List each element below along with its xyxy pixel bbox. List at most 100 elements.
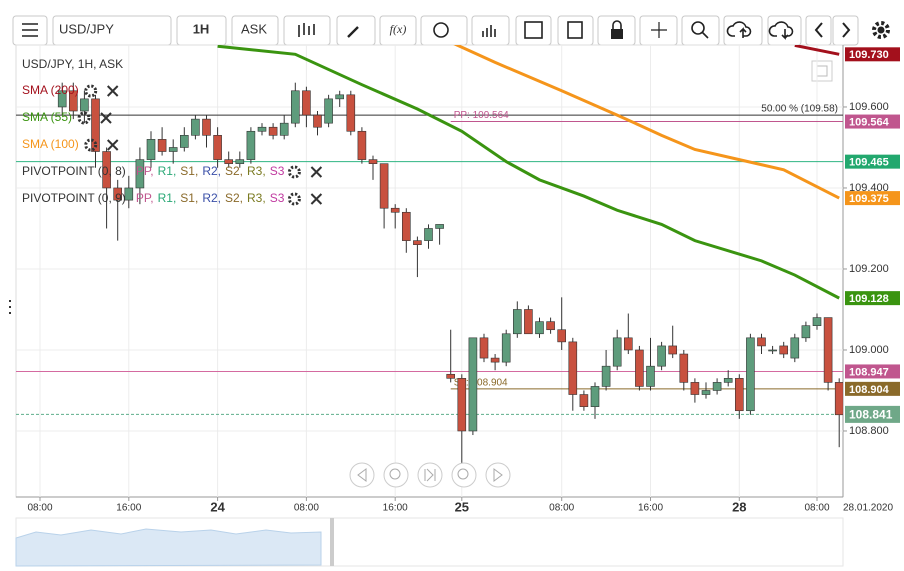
candle-body [790,337,800,359]
candle-body [424,228,433,241]
y-tick-label: 109.400 [849,182,889,194]
candle-body [302,90,311,116]
legend-entry: PIVOTPOINT (0, 9) [22,191,126,205]
forward-icon [842,22,851,38]
x-tick-label: 08:00 [549,503,574,514]
candle-body [335,94,345,100]
scroll-left[interactable] [349,462,375,488]
zoom-button[interactable] [681,15,720,46]
price-label: 108.904 [849,384,890,396]
candle-body [757,337,766,347]
reset[interactable] [417,462,443,488]
remove-icon[interactable] [100,112,112,124]
popout-button[interactable] [811,60,833,82]
candle-body [135,159,145,189]
x-tick-label: 25 [455,499,469,514]
candle-body [313,114,322,128]
candle-body [712,382,722,391]
scroll-right[interactable] [485,462,511,488]
report-button[interactable] [557,15,594,46]
calendar-button[interactable] [515,15,552,46]
candle-body [535,321,544,335]
level-label: 50.00 % (109.58) [761,104,838,115]
navigator-handle[interactable] [330,518,334,566]
candle-body [646,365,655,387]
pivot-line-name: R1, [158,191,177,205]
pivot-line-name: S1, [180,191,198,205]
settings-icon [877,26,885,34]
candle-body [679,353,689,383]
candle-body [590,386,600,407]
info-button[interactable] [420,15,468,46]
candle-body [368,159,378,164]
settings-icon[interactable] [287,165,301,179]
candle-body [746,337,755,412]
settings-icon[interactable] [84,138,98,152]
forward-button[interactable] [832,15,859,46]
x-tick-label: 08:00 [27,503,52,514]
candle-body [479,337,489,359]
candle-body [768,349,777,352]
candle-body [357,130,367,160]
remove-icon[interactable] [310,193,323,205]
level-label: PP: 109.564 [454,110,509,121]
candle-body [213,135,222,160]
chart-type-button[interactable] [283,15,331,46]
candle-body [379,163,389,209]
price-label: 109.128 [849,293,889,305]
sma-line [453,45,840,200]
download-icon [768,21,794,40]
candle-body [601,365,611,387]
zoom-out[interactable] [383,462,409,488]
price-label-box [845,191,900,206]
settings-icon[interactable] [77,111,91,125]
x-tick-label: 16:00 [383,503,408,514]
candle-body [779,345,789,355]
remove-icon[interactable] [310,166,323,178]
zoom-handle [701,31,709,39]
candle-body [57,90,67,108]
candle-body [168,147,178,152]
candle-body [557,329,567,343]
upload-icon [726,21,752,38]
price-label: 109.730 [849,49,889,61]
settings-icon[interactable] [287,192,301,206]
candle-body [146,139,156,160]
candle-body [690,382,700,395]
pivot-line-name: S2, [225,191,243,205]
candle-body [524,309,533,335]
sma-line [794,45,840,56]
zoom-in[interactable] [451,462,477,488]
back-button[interactable] [805,15,832,46]
timeframe: 1H [193,21,210,36]
date-label: 28.01.2020 [843,503,893,514]
x-tick-label: 28 [732,499,746,514]
pivot-line-name: PP, [136,191,154,205]
candle-body [401,211,411,241]
candle-body [657,345,666,367]
candle-body [701,390,711,395]
settings-icon[interactable] [84,84,98,98]
crosshair-icon [651,22,667,38]
candle-body [113,187,122,201]
settings-button[interactable] [872,21,890,39]
price-label-box [845,381,900,396]
price-label-box [845,405,900,423]
menu-icon [22,23,38,37]
reset-icon [424,468,436,482]
navigator-area [15,528,322,567]
candle-body [102,151,111,189]
candle-body [435,224,444,229]
zoom-out-icon [389,468,401,480]
scroll-left-icon [357,468,367,482]
remove-icon[interactable] [106,85,119,97]
candle-body [468,337,478,432]
candle-body [668,345,678,355]
candle-body [69,90,78,112]
remove-icon[interactable] [106,139,119,151]
candle-body [157,139,167,152]
candle-body [268,126,278,136]
candle-body [812,317,822,326]
plot: 50.00 % (109.58) PP: 109.564 S1: 108.904 [16,45,843,497]
